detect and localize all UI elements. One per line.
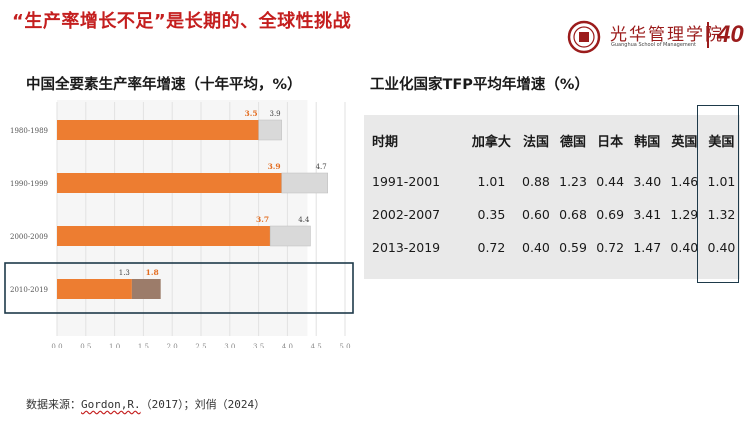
value-cell: 0.69 <box>596 207 625 222</box>
value-cell: 0.72 <box>596 240 625 255</box>
source-note: 数据来源：Gordon,R.（2017）；刘俏（2024） <box>26 396 265 412</box>
x-tick-label: 3.0 <box>224 343 235 348</box>
period-cell: 2002-2007 <box>372 207 441 222</box>
source-rest: （2017）；刘俏（2024） <box>140 398 266 411</box>
data-label-gray: 3.9 <box>269 110 280 118</box>
chart-title: 中国全要素生产率年增速（十年平均，%） <box>26 77 302 93</box>
value-cell: 0.40 <box>707 240 736 255</box>
value-cell: 0.68 <box>559 207 587 222</box>
header-period: 时期 <box>372 134 399 150</box>
value-cell: 1.47 <box>633 240 662 255</box>
x-tick-label: 5.0 <box>339 343 350 348</box>
source-prefix: 数据来源： <box>26 398 81 411</box>
bar-orange <box>57 173 282 193</box>
table-title: 工业化国家TFP平均年增速（%） <box>370 77 589 93</box>
period-cell: 2013-2019 <box>372 240 441 255</box>
header-country: 英国 <box>671 134 698 150</box>
table-row: 1991-2001 1.01 0.88 1.23 0.44 3.40 1.46 1.01 <box>364 165 740 198</box>
header-country: 日本 <box>597 134 624 150</box>
bar-gray <box>269 225 311 247</box>
x-tick-label: 4.5 <box>311 343 322 348</box>
value-cell: 0.44 <box>596 174 625 189</box>
bar-orange <box>57 226 271 246</box>
value-cell: 0.40 <box>522 240 550 255</box>
pku-seal-icon <box>567 20 601 54</box>
header-country: 韩国 <box>634 134 661 150</box>
table-row: 2013-2019 0.72 0.40 0.59 0.72 1.47 0.40 0.40 <box>364 231 740 264</box>
x-tick-label: 2.5 <box>195 343 206 348</box>
x-tick-label: 4.0 <box>282 343 293 348</box>
tfp-table: 时期 加拿大 法国 德国 日本 韩国 英国 美国 1991-2001 1.01 0.88 1.23 0… <box>364 115 740 264</box>
data-label-orange: 3.5 <box>245 109 258 118</box>
usa-column-highlight <box>697 105 739 283</box>
source-author: Gordon,R. <box>81 398 141 411</box>
bar-orange <box>57 279 132 299</box>
x-tick-label: 2.0 <box>167 343 178 348</box>
value-cell: 0.40 <box>670 240 699 255</box>
data-label-gray: 4.4 <box>298 216 310 224</box>
slide-title: “生产率增长不足”是长期的、全球性挑战 <box>12 11 352 32</box>
value-cell: 1.01 <box>707 174 736 189</box>
logo-chinese-name: 光华管理学院 <box>610 25 724 45</box>
data-label-orange: 3.7 <box>256 215 269 224</box>
bar-gray <box>258 119 282 141</box>
value-cell: 3.40 <box>633 174 662 189</box>
x-tick-label: 0.0 <box>51 343 62 348</box>
bar-gray <box>281 172 328 194</box>
x-tick-label: 1.5 <box>138 343 149 348</box>
data-label-orange: 3.9 <box>268 162 281 171</box>
header-country: 法国 <box>522 134 549 150</box>
x-tick-label: 3.5 <box>253 343 264 348</box>
table-row: 2002-2007 0.35 0.60 0.68 0.69 3.41 1.29 1.32 <box>364 198 740 231</box>
header-country: 加拿大 <box>471 134 511 150</box>
value-cell: 1.01 <box>477 174 506 189</box>
logo-english-name: Guanghua School of Management <box>611 42 696 48</box>
value-cell: 0.72 <box>477 240 506 255</box>
table-header-row: 时期 加拿大 法国 德国 日本 韩国 英国 美国 <box>364 115 740 165</box>
logo-anniversary-number: 40 <box>717 21 744 48</box>
value-cell: 3.41 <box>633 207 662 222</box>
category-label: 2010-2019 <box>10 286 48 294</box>
x-tick-label: 0.5 <box>80 343 91 348</box>
value-cell: 0.60 <box>522 207 550 222</box>
value-cell: 0.59 <box>559 240 587 255</box>
category-label: 1990-1999 <box>10 180 48 188</box>
x-tick-label: 1.0 <box>109 343 120 348</box>
data-label-gray: 4.7 <box>316 163 327 171</box>
category-label: 1980-1989 <box>10 127 48 135</box>
data-label-gray: 1.3 <box>119 269 130 277</box>
value-cell: 0.88 <box>522 174 550 189</box>
value-cell: 1.32 <box>707 207 736 222</box>
bar-gray <box>131 279 161 299</box>
data-label-orange: 1.8 <box>146 268 159 277</box>
bar-orange <box>57 120 259 140</box>
category-label: 2000-2009 <box>10 233 48 241</box>
header-country: 德国 <box>560 134 587 150</box>
value-cell: 1.29 <box>670 207 699 222</box>
tfp-table-container: 时期 加拿大 法国 德国 日本 韩国 英国 美国 1991-2001 1.01 0.88 1.23 0… <box>364 115 740 279</box>
value-cell: 0.35 <box>477 207 506 222</box>
logo-divider <box>707 22 709 48</box>
period-cell: 1991-2001 <box>372 174 441 189</box>
tfp-bar-chart: 0.0 0.5 1.0 1.5 2.0 2.5 3.0 3.5 4.0 4.5 5.0 1980-19… <box>4 100 354 348</box>
value-cell: 1.46 <box>670 174 699 189</box>
guanghua-logo: 光华管理学院 Guanghua School of Management 40 <box>564 20 744 54</box>
value-cell: 1.23 <box>559 174 587 189</box>
header-country: 美国 <box>708 134 735 150</box>
latest-period-highlight <box>4 262 354 314</box>
